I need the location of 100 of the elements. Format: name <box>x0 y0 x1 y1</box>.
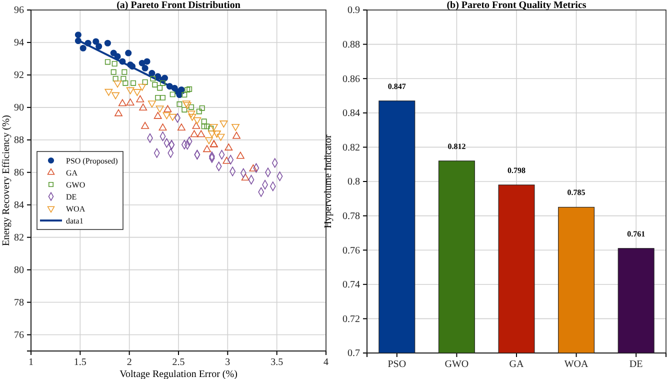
point <box>168 114 177 121</box>
point <box>96 43 102 50</box>
x-tick-label: 1.5 <box>74 357 86 368</box>
y-tick-label: 86 <box>14 168 24 179</box>
legend-label: PSO (Proposed) <box>66 156 118 166</box>
point <box>203 145 211 152</box>
point <box>182 92 188 98</box>
x-tick-label: 4 <box>324 357 328 368</box>
point <box>157 85 163 91</box>
point <box>164 105 172 112</box>
point <box>160 80 166 86</box>
x-axis-title: Voltage Regulation Error (%) <box>120 369 238 379</box>
x-tick-label: 2 <box>126 357 132 368</box>
y-tick-label: 82 <box>14 232 24 244</box>
y-tick-label: 84 <box>14 200 24 212</box>
point <box>155 94 161 100</box>
point <box>138 84 146 91</box>
point <box>104 59 110 65</box>
y-axis-title: Hypervolume Indicator <box>323 134 334 228</box>
point <box>133 89 142 96</box>
point <box>144 58 150 65</box>
point <box>162 112 171 120</box>
point <box>112 61 118 66</box>
point <box>119 58 126 65</box>
x-tick-label: GWO <box>444 359 469 370</box>
data-label: 0.812 <box>448 142 466 151</box>
point <box>210 124 218 131</box>
point <box>92 38 100 45</box>
point <box>118 99 126 106</box>
y-tick-label: 76 <box>14 330 24 341</box>
point <box>236 152 244 159</box>
point <box>192 122 200 129</box>
data-label: 0.785 <box>567 188 586 198</box>
legend-label: data1 <box>66 216 84 226</box>
y-tick-label: 80 <box>14 265 24 276</box>
y-tick-label: 0.78 <box>342 211 360 222</box>
point <box>122 80 128 86</box>
point <box>187 110 196 118</box>
point <box>190 130 198 138</box>
y-tick-label: 88 <box>14 135 24 146</box>
y-tick-label: 90 <box>14 102 24 114</box>
point <box>188 104 194 110</box>
data-label: 0.761 <box>627 229 646 238</box>
point <box>139 104 148 111</box>
point <box>220 120 228 128</box>
point <box>110 69 116 75</box>
point <box>249 164 258 172</box>
point <box>205 137 213 144</box>
point <box>188 114 196 121</box>
y-tick-label: 0.72 <box>342 314 360 325</box>
point <box>158 124 167 131</box>
point <box>154 73 162 80</box>
point <box>184 86 190 92</box>
point <box>152 82 158 88</box>
point <box>150 76 156 82</box>
point <box>160 94 166 100</box>
x-tick-label: PSO <box>388 359 406 370</box>
x-tick-label: WOA <box>564 359 590 370</box>
point <box>216 134 225 141</box>
point <box>141 122 150 129</box>
x-tick-label: 3 <box>225 357 230 368</box>
x-tick-label: DE <box>629 359 643 370</box>
point <box>156 106 164 113</box>
point <box>104 40 111 46</box>
data-label: 0.847 <box>388 82 406 91</box>
point <box>125 50 132 56</box>
point <box>112 76 118 82</box>
legend-label: GWO <box>66 180 86 190</box>
point <box>182 106 188 112</box>
point <box>222 156 231 164</box>
point <box>199 105 205 111</box>
point <box>186 86 192 92</box>
point <box>204 124 210 130</box>
y-tick-label: 0.82 <box>342 142 360 154</box>
point <box>122 69 128 75</box>
x-tick-label: 1 <box>28 357 34 368</box>
x-tick-label: 3.5 <box>270 357 284 368</box>
point <box>104 88 113 96</box>
point <box>114 109 122 116</box>
point <box>154 112 162 119</box>
y-tick-label: 0.84 <box>342 108 360 120</box>
point <box>193 117 202 124</box>
y-tick-label: 92 <box>14 70 24 82</box>
point <box>241 174 250 181</box>
data-label: 0.798 <box>508 166 526 175</box>
x-tick-label: GA <box>509 359 524 370</box>
point <box>208 130 216 138</box>
point <box>112 92 120 100</box>
y-tick-label: 94 <box>14 38 24 49</box>
point <box>74 38 82 44</box>
legend-label: DE <box>66 192 77 202</box>
point <box>136 95 144 102</box>
point <box>114 80 122 88</box>
legend-label: GA <box>66 168 78 178</box>
y-tick-label: 0.7 <box>348 348 360 360</box>
point <box>196 108 202 114</box>
y-tick-label: 0.76 <box>342 245 360 256</box>
chart-title: (a) Pareto Front Distribution <box>116 0 241 11</box>
y-tick-label: 96 <box>14 5 24 16</box>
point <box>170 92 176 98</box>
